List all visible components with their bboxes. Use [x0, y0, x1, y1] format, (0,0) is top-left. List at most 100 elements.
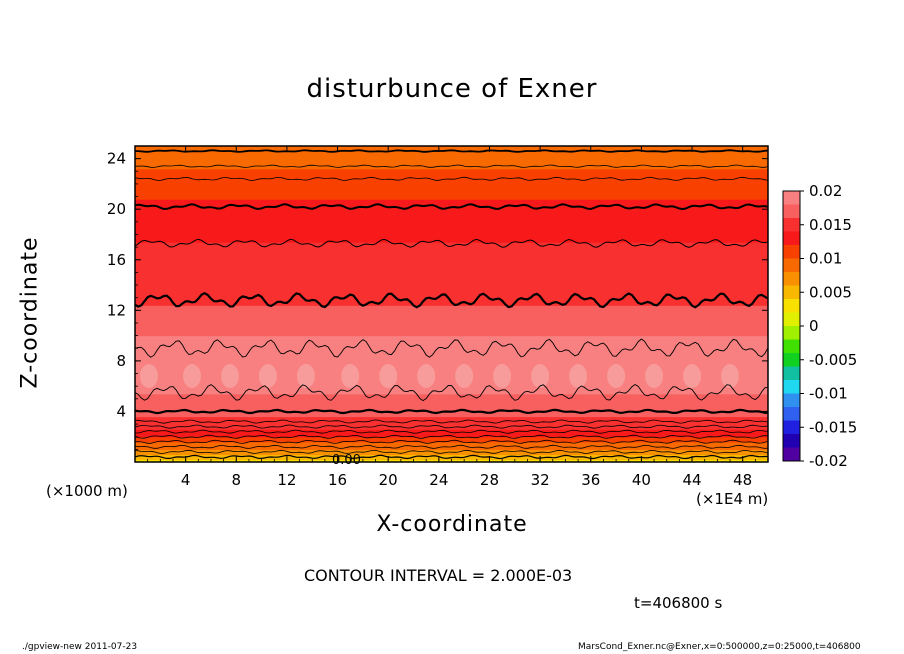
field-band [135, 360, 768, 365]
field-band [135, 239, 768, 243]
field-band [135, 368, 768, 372]
colorbar-swatch [783, 191, 800, 205]
x-tick-label: 8 [232, 471, 242, 489]
field-band [135, 353, 768, 357]
field-band [135, 287, 768, 291]
core-blob [721, 364, 740, 389]
field-band [135, 214, 768, 218]
field-band [135, 226, 768, 231]
field-band [135, 340, 768, 344]
contour-line [135, 419, 768, 424]
y-axis-unit-label: (×1000 m) [46, 482, 128, 500]
field-band [135, 183, 768, 188]
x-axis-ticks: 4 8 12 16 20 24 28 32 36 40 44 48 [147, 146, 756, 489]
field-band [135, 290, 768, 294]
y-tick-label: 12 [107, 301, 126, 319]
contour-line [135, 238, 768, 248]
y-tick-label: 16 [107, 251, 126, 269]
field-band [135, 350, 768, 354]
x-tick-label: 16 [328, 471, 347, 489]
field-band [135, 196, 768, 200]
field-band [135, 441, 768, 445]
core-blob [417, 364, 436, 389]
field-band [135, 388, 768, 392]
field-band [135, 449, 768, 453]
field-band [135, 330, 768, 334]
field-band [135, 247, 768, 251]
colorbar-swatch [783, 393, 800, 408]
core-blob [379, 364, 398, 389]
field-band [135, 279, 768, 284]
y-tick-label: 4 [116, 402, 126, 420]
field-band [135, 211, 768, 215]
colorbar-tick-label: 0 [809, 317, 819, 335]
field-band [135, 151, 768, 155]
field-band [135, 209, 768, 213]
field-band [135, 252, 768, 256]
field-band [135, 176, 768, 180]
field-band [135, 406, 768, 410]
field-band [135, 264, 768, 268]
x-axis-label: X-coordinate [376, 512, 528, 537]
field-band [135, 338, 768, 342]
field-band [135, 391, 768, 395]
core-blob [493, 364, 512, 389]
y-tick-label: 24 [107, 150, 126, 168]
field-band [135, 302, 768, 306]
core-blob [645, 364, 664, 389]
field-band [135, 373, 768, 377]
contour-line [135, 429, 768, 434]
colorbar-swatch [783, 245, 800, 259]
field-band [135, 322, 768, 327]
field-band [135, 401, 768, 405]
core-blob [531, 364, 550, 389]
core-blob [683, 364, 702, 389]
colorbar-swatch [783, 285, 800, 300]
contour-line [135, 439, 768, 444]
zero-contour-label: 0.00 [332, 453, 361, 468]
core-blob [139, 364, 158, 389]
field-band [135, 181, 768, 185]
colorbar-swatch [783, 326, 800, 340]
field-band [135, 431, 768, 435]
field-band [135, 153, 768, 157]
field-band [135, 257, 768, 261]
colorbar-tick-label: 0.01 [809, 250, 842, 268]
x-tick-label: 12 [277, 471, 296, 489]
field-band [135, 320, 768, 324]
field-band [135, 171, 768, 175]
field-band [135, 292, 768, 296]
colorbar: 0.02 0.015 0.01 0.005 0 -0.005 -0.01 -0.015 -0.0… [782, 182, 857, 470]
field-band [135, 168, 768, 172]
colorbar-swatch [783, 218, 800, 232]
field-band [135, 421, 768, 425]
colorbar-swatch [783, 299, 800, 313]
field-band [135, 345, 768, 349]
field-band [135, 365, 768, 370]
contour-lines [135, 149, 768, 460]
contour-interval-note: CONTOUR INTERVAL = 2.000E-03 [304, 566, 573, 585]
field-band [135, 194, 768, 198]
x-tick-label: 48 [733, 471, 752, 489]
contour-line [135, 408, 768, 415]
field-band [135, 188, 768, 193]
field-band [135, 386, 768, 390]
field-band [135, 454, 768, 458]
field-band [135, 285, 768, 289]
colorbar-tick-label: 0.02 [809, 182, 842, 200]
field-band [135, 456, 768, 461]
field-band [135, 312, 768, 316]
x-tick-label: 4 [181, 471, 191, 489]
field-band [135, 348, 768, 352]
field-band [135, 398, 768, 402]
contour-line [135, 434, 768, 439]
field-band [135, 376, 768, 380]
field-band [135, 317, 768, 322]
field-band [135, 201, 768, 205]
field-band [135, 411, 768, 415]
contour-field [135, 146, 768, 462]
field-band [135, 429, 768, 433]
field-band [135, 269, 768, 273]
field-band [135, 173, 768, 177]
